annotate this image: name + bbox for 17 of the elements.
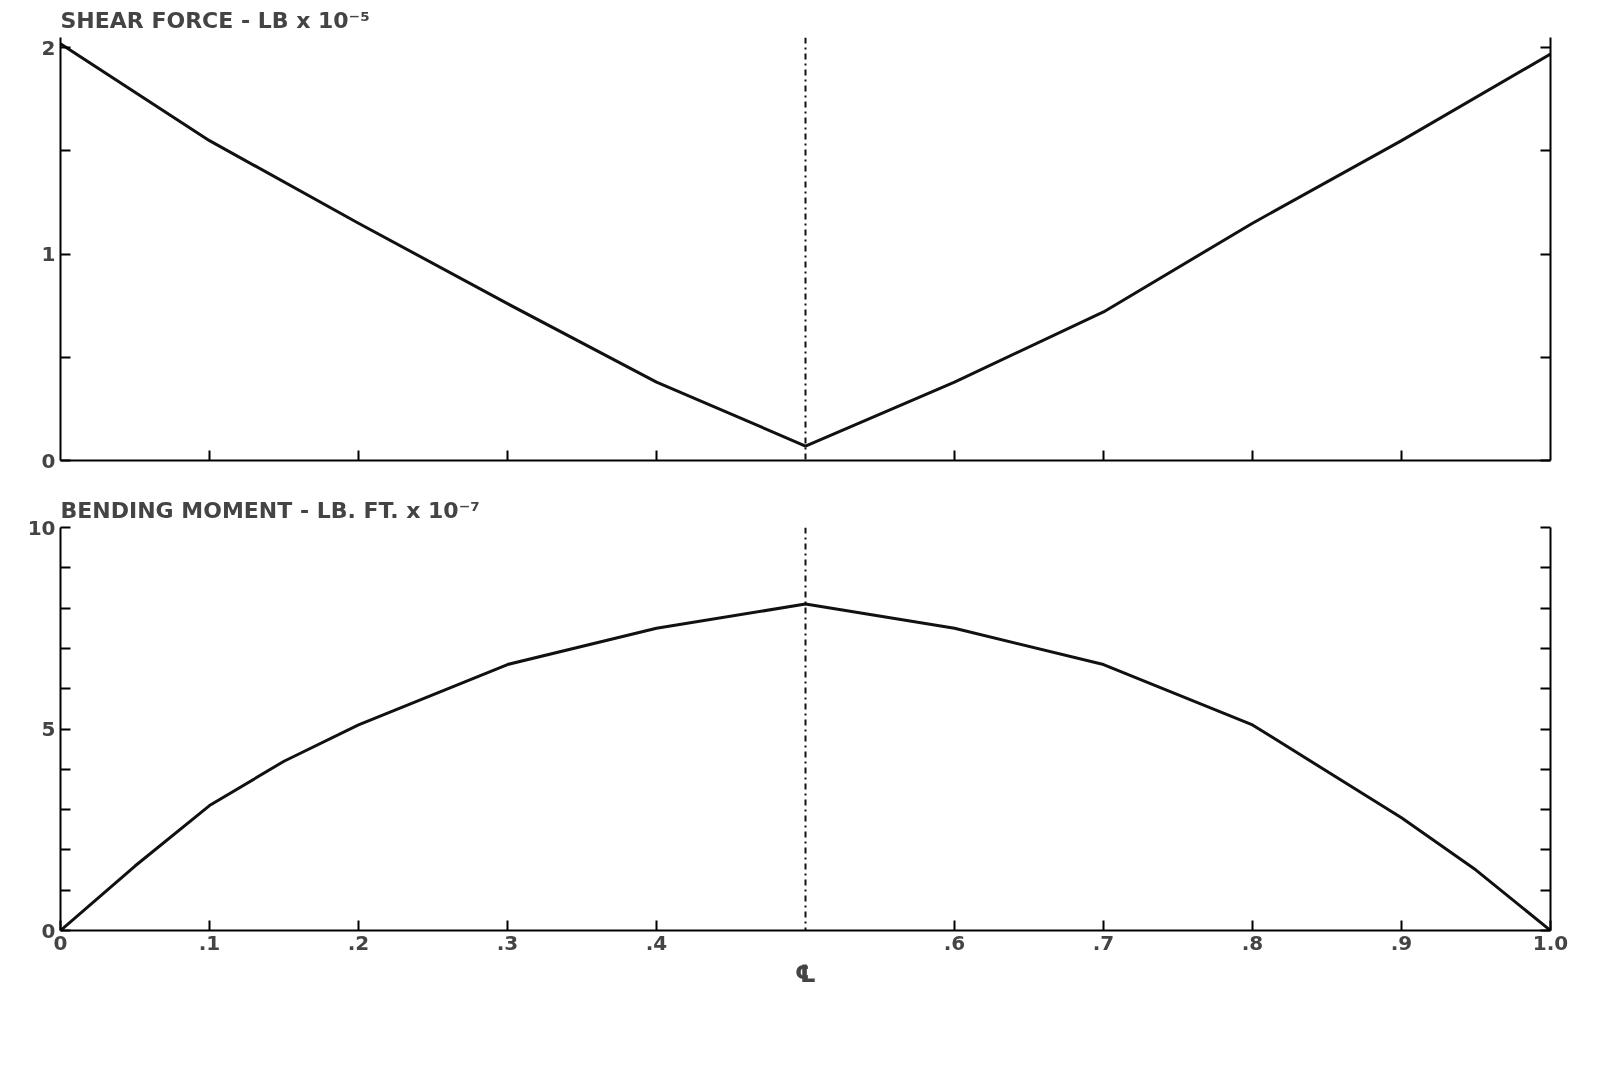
y-tick-label: 10 [27, 515, 56, 540]
x-tick-label: .8 [1241, 930, 1264, 955]
x-tick-label: 1.0 [1532, 930, 1569, 955]
y-tick-label: 2 [41, 35, 56, 60]
x-tick-label: .2 [347, 930, 370, 955]
x-tick-label: .6 [943, 930, 966, 955]
ref-line-label: ℄ [794, 959, 817, 988]
chart-title: BENDING MOMENT - LB. FT. x 10⁻⁷ [60, 497, 480, 523]
x-tick-label: .4 [645, 930, 668, 955]
y-tick-label: 1 [41, 242, 56, 267]
x-tick-label: .1 [198, 930, 221, 955]
chart-title: SHEAR FORCE - LB x 10⁻⁵ [60, 7, 370, 33]
x-tick-label: .3 [496, 930, 519, 955]
x-tick-label: .7 [1092, 930, 1115, 955]
y-tick-label: 5 [41, 717, 56, 741]
y-tick-label: 0 [41, 448, 56, 473]
x-tick-label: .9 [1390, 930, 1413, 955]
